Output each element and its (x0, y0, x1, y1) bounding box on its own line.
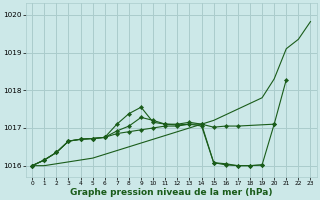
X-axis label: Graphe pression niveau de la mer (hPa): Graphe pression niveau de la mer (hPa) (70, 188, 273, 197)
